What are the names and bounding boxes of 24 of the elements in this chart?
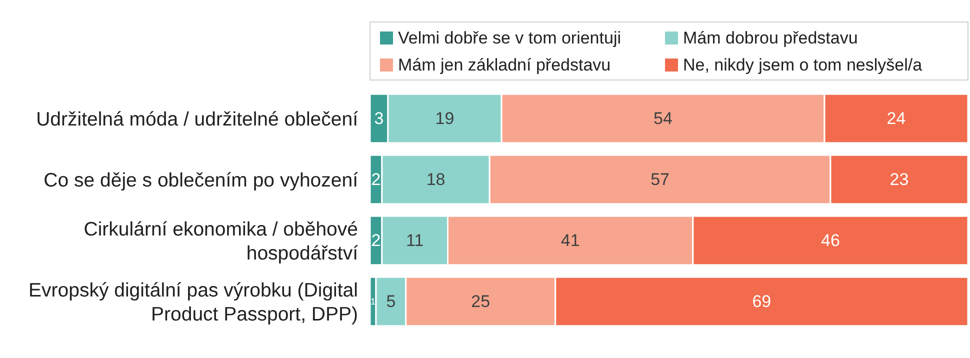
data-label: 5 [386,292,396,311]
data-label: 18 [426,170,446,189]
data-label: 57 [650,170,670,189]
legend-label: Velmi dobře se v tom orientuji [398,28,621,48]
data-label: 25 [471,292,490,311]
y-tick-label: Evropský digitální pas výrobku (Digital Product Passport, DPP) [28,279,358,326]
data-label: 2 [371,170,381,189]
data-label: 11 [406,231,424,250]
y-tick-label: Udržitelná móda / udržitelné oblečení [36,108,359,130]
data-label: 24 [886,109,906,128]
legend-label: Ne, nikdy jsem o tom neslyšel/a [683,56,923,74]
data-label: 69 [752,292,772,311]
series-label: Mám jen základní představu [398,56,611,74]
y-tick-label: Co se děje s oblečením po vyhození [44,169,359,192]
data-label: 46 [821,231,840,250]
data-label: 23 [890,170,909,189]
y-tick-label: Cirkulární ekonomika / oběhové hospodářství [84,218,359,264]
data-label: 41 [560,231,580,250]
data-label: 2 [371,231,381,250]
data-label: 3 [374,109,384,128]
legend-label: Mám dobrou představu [683,28,858,48]
data-label: 1 [370,296,376,306]
data-label: 54 [654,109,672,128]
data-label: 19 [435,109,454,128]
